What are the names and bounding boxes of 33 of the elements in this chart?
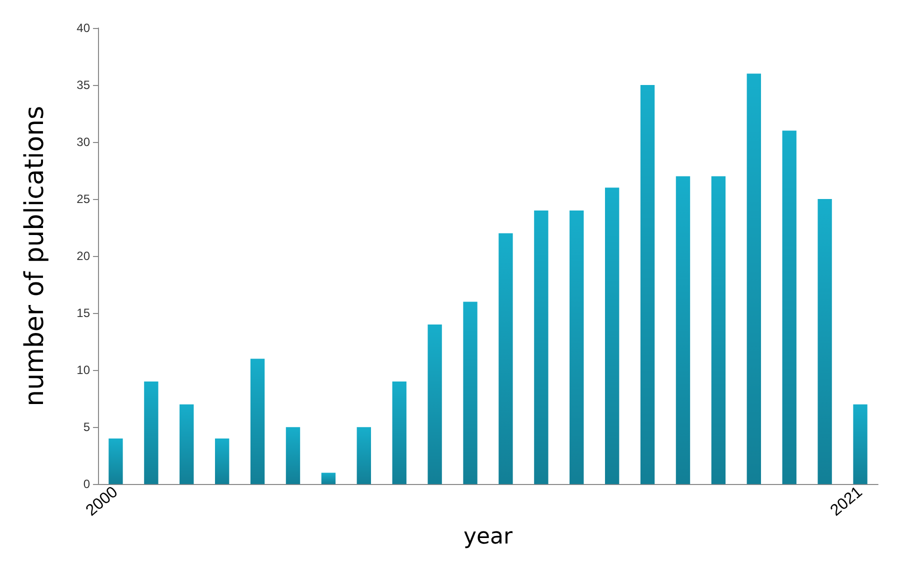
- bar: [286, 427, 300, 484]
- y-tick-label: 10: [76, 363, 90, 378]
- y-tick-label: 5: [83, 420, 90, 434]
- bar: [108, 438, 123, 484]
- bar: [853, 404, 868, 484]
- y-tick-label: 30: [76, 135, 90, 150]
- bar: [215, 438, 230, 484]
- bar: [782, 130, 796, 484]
- y-tick-label: 25: [76, 192, 90, 206]
- bar: [746, 74, 761, 484]
- y-tick-label: 35: [76, 78, 90, 92]
- bar: [605, 188, 620, 484]
- bar: [392, 382, 406, 484]
- bar: [144, 382, 158, 484]
- bar: [321, 472, 336, 484]
- bar: [570, 210, 584, 484]
- bar: [534, 210, 548, 484]
- x-axis-title: year: [463, 524, 514, 550]
- bar: [463, 302, 478, 484]
- y-tick-label: 15: [76, 306, 90, 320]
- bar: [180, 404, 194, 484]
- bar: [676, 176, 690, 484]
- y-axis-title: number of publications: [20, 106, 50, 406]
- bar: [640, 85, 655, 484]
- bar: [711, 176, 726, 484]
- y-tick-label: 0: [83, 477, 90, 492]
- bar: [250, 358, 265, 484]
- bar: [498, 233, 513, 484]
- bar: [428, 324, 442, 484]
- bar: [356, 427, 371, 484]
- y-tick-label: 20: [76, 249, 90, 264]
- y-tick-label: 40: [76, 21, 90, 35]
- bar: [818, 199, 832, 484]
